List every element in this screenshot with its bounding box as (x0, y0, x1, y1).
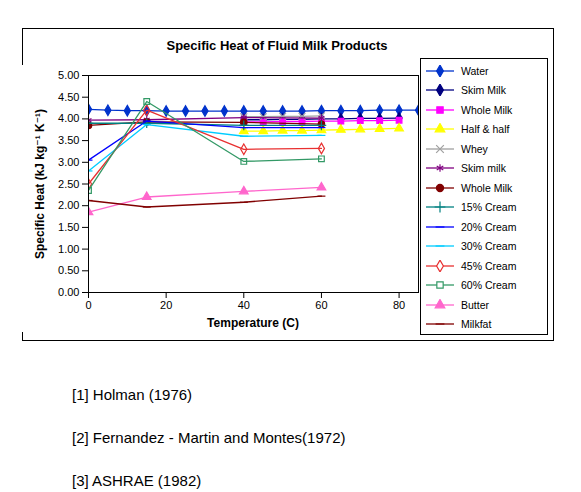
html-text:Water: Water (461, 64, 489, 77)
html-text:Specific Heat (kJ kg⁻¹ K⁻¹): Specific Heat (kJ kg⁻¹ K⁻¹) (33, 109, 47, 259)
svg-text:40: 40 (238, 299, 250, 311)
svg-text:0.50: 0.50 (58, 264, 79, 276)
html-text:Skim milk: Skim milk (461, 162, 506, 175)
svg-text:2.00: 2.00 (58, 199, 79, 211)
html-text:Whole Milk: Whole Milk (461, 103, 513, 116)
svg-text:4.50: 4.50 (58, 91, 79, 103)
html-text:Whey: Whey (461, 142, 488, 155)
html-text:[2] Fernandez - Martin and Mon: [2] Fernandez - Martin and Montes(1972) (72, 429, 346, 446)
svg-text:3.00: 3.00 (58, 156, 79, 168)
svg-text:80: 80 (393, 299, 405, 311)
html-text:20% Cream: 20% Cream (461, 220, 517, 233)
html-text:15% Cream: 15% Cream (461, 201, 517, 214)
svg-text:2.50: 2.50 (58, 178, 79, 190)
svg-text:1.50: 1.50 (58, 221, 79, 233)
html-text:Skim Milk: Skim Milk (461, 84, 506, 97)
html-text:[1] Holman (1976): [1] Holman (1976) (72, 386, 193, 403)
html-text:Specific Heat of Fluid Milk Pr: Specific Heat of Fluid Milk Products (166, 38, 388, 53)
html-text:45% Cream: 45% Cream (461, 259, 517, 272)
html-text:Temperature (C): Temperature (C) (207, 316, 299, 330)
svg-text:5.00: 5.00 (58, 69, 79, 81)
html-text:Milkfat: Milkfat (461, 318, 492, 331)
html-text:[3] ASHRAE (1982): [3] ASHRAE (1982) (72, 472, 202, 489)
html-text:Half & half: Half & half (461, 123, 510, 136)
html-text:Whole Milk: Whole Milk (461, 181, 513, 194)
svg-text:0: 0 (85, 299, 91, 311)
html-text:Butter: Butter (461, 298, 489, 311)
svg-text:1.00: 1.00 (58, 243, 79, 255)
html-text:30% Cream: 30% Cream (461, 240, 517, 253)
svg-text:20: 20 (160, 299, 172, 311)
svg-text:0.00: 0.00 (58, 286, 79, 298)
svg-text:60: 60 (315, 299, 327, 311)
svg-text:4.00: 4.00 (58, 112, 79, 124)
html-text:60% Cream: 60% Cream (461, 279, 517, 292)
svg-text:3.50: 3.50 (58, 134, 79, 146)
